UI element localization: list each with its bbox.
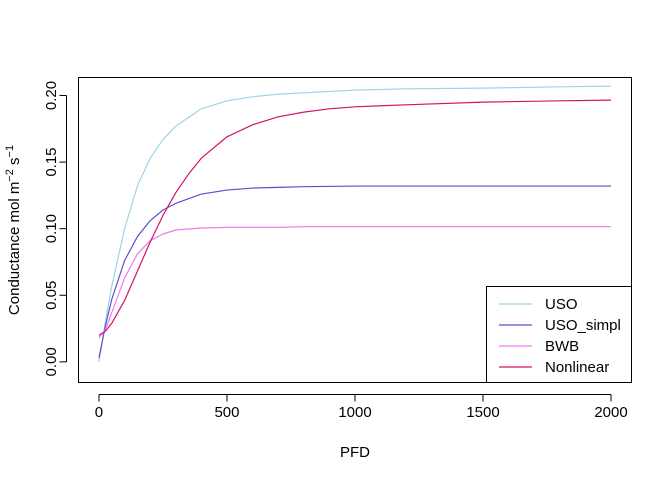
series-line-uso-simpl <box>98 185 612 358</box>
series-line-bwb <box>98 226 612 339</box>
x-axis: 0 500 1000 1500 2000 <box>95 394 628 421</box>
legend-label-nonlinear: Nonlinear <box>545 359 609 376</box>
y-axis-label-base: Conductance mol m <box>6 182 23 315</box>
x-axis-label: PFD <box>340 444 370 461</box>
x-tick-label: 2000 <box>594 404 627 421</box>
x-tick-label: 500 <box>214 404 239 421</box>
x-tick-label: 1000 <box>338 404 371 421</box>
y-tick-label: 0.10 <box>43 214 60 243</box>
plot-frame <box>78 77 632 383</box>
y-axis-label-mid: s <box>6 157 23 169</box>
legend-label-bwb: BWB <box>545 338 579 355</box>
x-tick-label: 0 <box>95 404 103 421</box>
series-layer <box>98 85 612 362</box>
legend-label-uso: USO <box>545 296 578 313</box>
series-line-uso <box>98 85 612 362</box>
series-line-nonlinear <box>98 99 612 336</box>
y-axis-label: Conductance mol m−2 s−1 <box>4 145 23 315</box>
y-tick-label: 0.00 <box>43 347 60 376</box>
y-tick-label: 0.15 <box>43 147 60 176</box>
y-tick-label: 0.05 <box>43 281 60 310</box>
x-tick-label: 1500 <box>466 404 499 421</box>
y-tick-label: 0.20 <box>43 81 60 110</box>
y-axis: 0.00 0.05 0.10 0.15 0.20 <box>43 81 67 376</box>
legend: USO USO_simpl BWB Nonlinear <box>486 286 632 383</box>
y-axis-label-exp2: −1 <box>4 145 16 158</box>
y-axis-label-exp1: −2 <box>4 169 16 182</box>
legend-label-uso-simpl: USO_simpl <box>545 317 621 334</box>
